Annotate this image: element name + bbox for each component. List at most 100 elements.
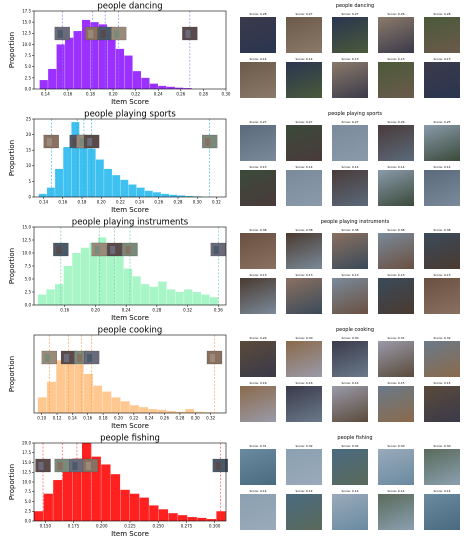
y-tick-label: 12.5 (22, 31, 31, 36)
thumbnail-image (286, 449, 322, 485)
histogram-bar (93, 386, 102, 413)
histogram-bar (111, 474, 120, 521)
y-tick-label: 0 (28, 194, 31, 199)
y-tick-label: 5.0 (25, 499, 32, 504)
histogram-bar (34, 511, 43, 521)
thumbnail-score: Score: 0.14 (332, 489, 368, 493)
example-grid: people playing sports Score: 0.27 Score: 0… (236, 108, 474, 216)
histogram-bar (129, 185, 137, 197)
thumbnail-image (424, 62, 460, 98)
chart-title: people playing sports (84, 110, 176, 120)
x-tick-label: 0.26 (176, 92, 185, 97)
y-tick-label: 15.0 (22, 20, 31, 25)
thumbnail-image (424, 17, 460, 53)
histogram-bar (48, 69, 56, 89)
thumbnail-score: Score: 0.26 (378, 12, 414, 16)
y-axis-label: Proportion (8, 140, 16, 176)
sample-thumbnail (69, 459, 84, 472)
histogram-bar (210, 297, 218, 305)
sample-thumbnail (36, 459, 51, 472)
y-axis-label: Proportion (8, 248, 16, 284)
histogram-bar (167, 289, 175, 305)
thumbnail-score: Score: 0.30 (378, 444, 414, 448)
example-thumbnail: Score: 0.14 (332, 165, 368, 207)
thumbnail-image (286, 125, 322, 161)
y-axis-label: Proportion (8, 356, 16, 392)
example-thumbnail: Score: 0.14 (332, 381, 368, 423)
y-tick-label: 15.0 (22, 460, 31, 465)
histogram-chart: people fishing 0.150 0.175 0.200 0.225 0.250 0… (0, 432, 240, 540)
histogram-bar (71, 122, 79, 197)
x-tick-label: 0.20 (114, 416, 123, 421)
thumbnail-image (332, 386, 368, 422)
example-thumbnail: Score: 0.32 (286, 444, 322, 486)
histogram-bar (178, 515, 187, 521)
histogram-bar (124, 56, 132, 89)
thumbnail-image (378, 278, 414, 314)
grid-title: people dancing (236, 3, 474, 9)
x-tick-label: 0.20 (91, 308, 100, 313)
thumbnail-score: Score: 0.15 (378, 381, 414, 385)
example-thumbnail: Score: 0.27 (240, 120, 276, 162)
histogram-bar (168, 513, 177, 521)
example-thumbnail: Score: 0.32 (424, 336, 460, 378)
y-tick-label: 7.5 (25, 53, 32, 58)
thumbnail-score: Score: 0.38 (286, 228, 322, 232)
example-grid: people fishing Score: 0.31 Score: 0.32 Scor… (236, 432, 474, 540)
sample-thumbnail (61, 351, 76, 364)
example-thumbnail: Score: 0.31 (378, 336, 414, 378)
chart-title: people cooking (98, 326, 163, 336)
thumbnail-score: Score: 0.38 (378, 228, 414, 232)
thumbnail-score: Score: 0.30 (424, 444, 460, 448)
histogram-bar (169, 195, 177, 197)
histogram-bar (158, 410, 167, 413)
thumbnail-score: Score: 0.14 (240, 489, 276, 493)
x-tick-label: 0.24 (145, 416, 154, 421)
example-thumbnail: Score: 0.15 (424, 381, 460, 423)
histogram-bar (193, 292, 201, 305)
thumbnail-image (240, 494, 276, 530)
y-axis-label: Proportion (8, 464, 16, 500)
histogram-bar (158, 282, 166, 305)
thumbnail-image (240, 341, 276, 377)
histogram-bar (150, 84, 158, 89)
x-tick-label: 0.28 (175, 416, 184, 421)
histogram-bar (65, 356, 74, 413)
example-thumbnail: Score: 0.38 (286, 228, 322, 270)
thumbnail-score: Score: 0.13 (286, 273, 322, 277)
example-thumbnail: Score: 0.14 (286, 489, 322, 531)
x-axis-label: Item Score (111, 98, 149, 106)
histogram-bar (81, 248, 89, 305)
thumbnail-score: Score: 0.14 (378, 489, 414, 493)
thumbnail-score: Score: 0.14 (286, 57, 322, 61)
histogram-bar (101, 464, 110, 521)
thumbnail-score: Score: 0.14 (286, 165, 322, 169)
histogram-bar (55, 284, 63, 305)
sample-thumbnail (44, 135, 59, 148)
example-thumbnail: Score: 0.26 (378, 120, 414, 162)
histogram-bar (201, 295, 209, 305)
thumbnail-score: Score: 0.38 (424, 228, 460, 232)
sample-thumbnail (55, 459, 70, 472)
thumbnail-image (378, 170, 414, 206)
histogram-bar (145, 191, 153, 197)
thumbnail-score: Score: 0.26 (424, 12, 460, 16)
thumbnail-image (286, 494, 322, 530)
thumbnail-image (240, 170, 276, 206)
histogram-bar (120, 490, 129, 521)
thumbnail-score: Score: 0.13 (240, 165, 276, 169)
sample-thumbnail (55, 27, 70, 40)
histogram-bar (47, 382, 56, 413)
sample-thumbnail (92, 243, 107, 256)
histogram-bar (148, 409, 157, 413)
histogram-bar (75, 364, 84, 413)
histogram-bar (38, 295, 46, 305)
histogram-bar (124, 269, 132, 305)
histogram-bar (140, 498, 149, 521)
y-tick-label: 10.0 (22, 42, 31, 47)
histogram-bar (150, 287, 158, 305)
thumbnail-image (424, 278, 460, 314)
example-thumbnail: Score: 0.30 (378, 444, 414, 486)
example-thumbnail: Score: 0.13 (378, 273, 414, 315)
histogram-bar (39, 194, 47, 197)
